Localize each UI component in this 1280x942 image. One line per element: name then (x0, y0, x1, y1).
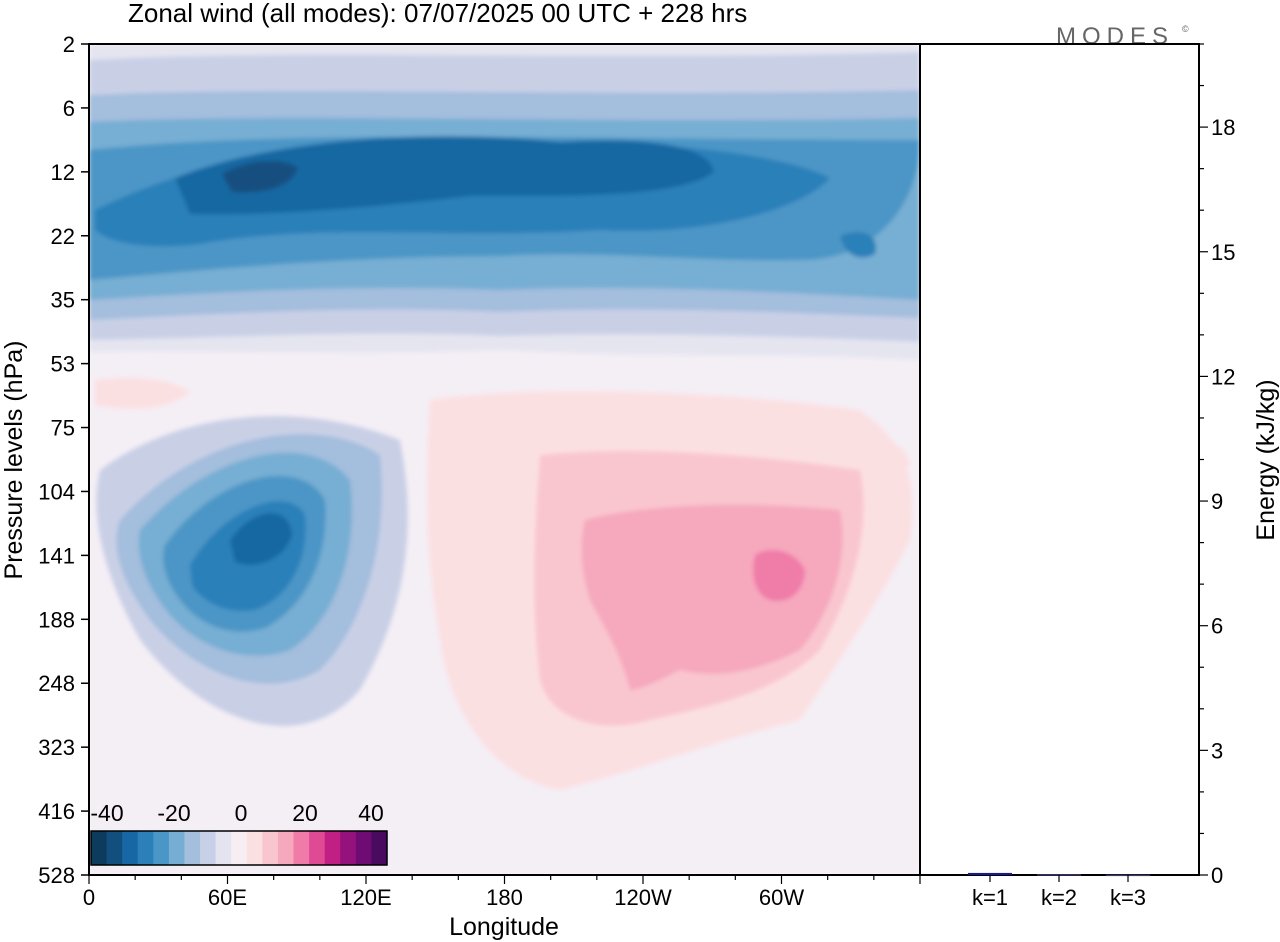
wavenumber-label: k=1 (972, 885, 1008, 910)
wavenumber-axis: k=1 k=2 k=3 (972, 875, 1146, 910)
colorbar-swatch (371, 831, 388, 865)
wavenumber-label: k=3 (1110, 885, 1146, 910)
colorbar-tick-label: 40 (358, 800, 384, 826)
bar-panel-frame (919, 43, 1200, 876)
colorbar-swatch (153, 831, 170, 865)
energy-bar-panel: 0 3 6 9 12 15 18 k=1 k=2 k=3 Energy (kJ/kg) (919, 43, 1280, 910)
pressure-tick-label: 22 (51, 224, 75, 249)
colorbar-swatch (106, 831, 123, 865)
colorbar-swatch (355, 831, 372, 865)
colorbar-swatch (231, 831, 248, 865)
colorbar-swatch (184, 831, 201, 865)
energy-axis-label: Energy (kJ/kg) (1252, 379, 1280, 540)
longitude-tick-label: 0 (83, 885, 95, 910)
pressure-tick-label: 188 (38, 607, 75, 632)
energy-bar (1037, 874, 1081, 876)
energy-bar (968, 872, 1012, 875)
colorbar-swatch (137, 831, 154, 865)
pressure-tick-label: 528 (38, 863, 75, 888)
colorbar-tick-label: -20 (157, 800, 190, 826)
colorbar-swatch (200, 831, 217, 865)
longitude-tick-label: 60W (759, 885, 804, 910)
colorbar-swatch (277, 831, 295, 865)
pressure-tick-label: 12 (51, 160, 75, 185)
pressure-tick-label: 2 (63, 32, 75, 57)
energy-tick-label: 18 (1211, 115, 1235, 140)
wind-field (89, 44, 920, 875)
energy-tick-label: 6 (1211, 614, 1223, 639)
colorbar-swatch (340, 831, 357, 865)
chart-title: Zonal wind (all modes): 07/07/2025 00 UT… (128, 0, 747, 28)
pressure-tick-label: 75 (51, 416, 75, 441)
pressure-tick-label: 35 (51, 288, 75, 313)
colorbar-swatch (293, 831, 310, 865)
longitude-axis: 0 60E 120E 180 120W 60W (83, 875, 921, 910)
colorbar-tick-label: 20 (292, 800, 318, 826)
wavenumber-label: k=2 (1041, 885, 1077, 910)
energy-tick-label: 15 (1211, 240, 1235, 265)
y-axis-label: Pressure levels (hPa) (0, 341, 28, 580)
longitude-tick-label: 180 (486, 885, 523, 910)
energy-tick-label: 9 (1211, 489, 1223, 514)
pressure-axis: 2 6 12 22 35 53 75 104 141 188 248 323 416 528 (38, 32, 89, 888)
colorbar-tick-label: 0 (235, 800, 248, 826)
longitude-tick-label: 120W (614, 885, 672, 910)
colorbar-tick-label: -40 (90, 800, 123, 826)
pressure-tick-label: 6 (63, 96, 75, 121)
energy-axis: 0 3 6 9 12 15 18 (1199, 43, 1235, 888)
colorbar-swatch (262, 831, 279, 865)
colorbar-swatch (246, 831, 263, 865)
energy-tick-label: 12 (1211, 364, 1235, 389)
colorbar-swatch (168, 831, 185, 865)
colorbar-swatch (91, 831, 108, 865)
pressure-tick-label: 248 (38, 671, 75, 696)
pressure-tick-label: 141 (38, 543, 75, 568)
colorbar-swatch (324, 831, 341, 865)
colorbar: -40 -20 0 20 40 (90, 800, 388, 866)
energy-tick-label: 3 (1211, 738, 1223, 763)
longitude-tick-label: 120E (340, 885, 391, 910)
logo-copyright-mark: © (1182, 24, 1189, 34)
longitude-tick-label: 60E (208, 885, 247, 910)
pressure-tick-label: 53 (51, 352, 75, 377)
pressure-tick-label: 416 (38, 799, 75, 824)
colorbar-swatch (309, 831, 326, 865)
x-axis-label: Longitude (449, 913, 559, 941)
colorbar-swatch (122, 831, 139, 865)
pressure-tick-label: 104 (38, 479, 75, 504)
energy-tick-label: 0 (1211, 863, 1223, 888)
heatmap-plot (88, 43, 921, 876)
pressure-tick-label: 323 (38, 735, 75, 760)
colorbar-frame (90, 830, 388, 866)
colorbar-swatch (215, 831, 232, 865)
